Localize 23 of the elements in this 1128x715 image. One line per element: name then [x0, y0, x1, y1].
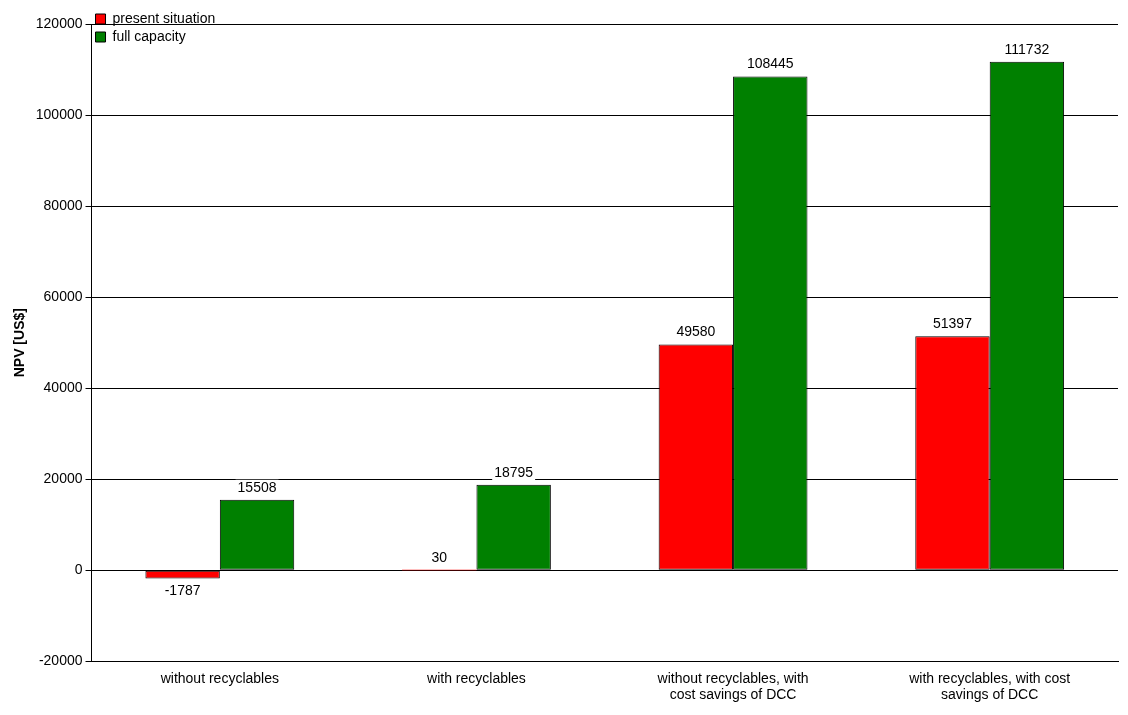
y-tick-label: 40000 — [43, 379, 83, 396]
data-label: 108445 — [746, 55, 794, 72]
data-label: 15508 — [237, 478, 277, 495]
legend-label: full capacity — [112, 27, 186, 44]
y-tick-label: 120000 — [35, 14, 83, 31]
x-tick-label: with recyclables — [426, 669, 526, 686]
y-tick-label: 20000 — [43, 470, 83, 487]
y-tick-label: 100000 — [35, 105, 83, 122]
data-label: 18795 — [494, 463, 534, 480]
x-tick-label: with recyclables, with cost savings of DCC — [908, 669, 1071, 703]
x-tick-label: without recyclables, with cost savings of DCC — [656, 669, 809, 703]
x-tick-label: without recyclables — [159, 669, 279, 686]
y-tick-label: -20000 — [38, 652, 83, 669]
data-label: 30 — [431, 549, 448, 566]
data-label: 49580 — [676, 323, 716, 340]
data-label: 111732 — [1004, 40, 1050, 57]
legend-label: present situation — [112, 9, 216, 26]
y-tick-label: 60000 — [43, 288, 83, 305]
y-axis-title: NPV [US$] — [11, 308, 28, 378]
y-tick-label: 0 — [74, 561, 83, 578]
y-tick-label: 80000 — [43, 196, 83, 213]
data-label: 51397 — [933, 315, 973, 332]
data-label: -1787 — [164, 582, 201, 599]
